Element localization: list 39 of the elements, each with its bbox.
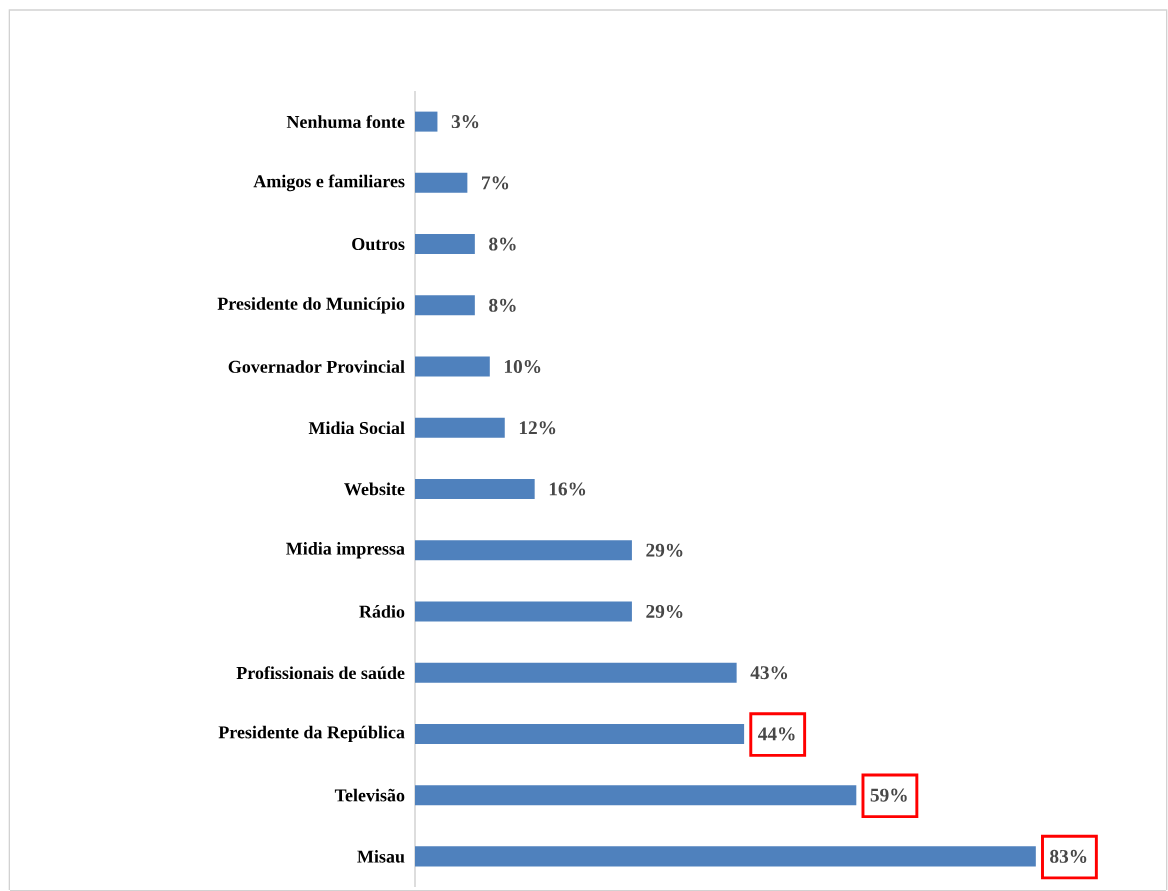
bar [415,417,505,438]
bar [415,601,632,622]
y-tick-label: Profissionais de saúde [236,666,405,679]
y-tick-label: Midia impressa [286,541,405,559]
data-label: 7% [482,176,509,190]
y-tick-label: Midia Social [308,421,405,434]
bar [415,356,490,377]
bar [415,723,745,744]
y-tick-label: Website [344,482,405,496]
bar [415,784,857,805]
bar [415,233,475,254]
data-label: 29% [646,604,683,618]
y-tick-label: Misau [357,849,405,863]
bar [415,540,632,561]
data-label: 16% [549,482,586,496]
data-label: 83% [1050,849,1087,863]
bar [415,295,475,316]
bar [415,172,468,193]
data-label: 12% [519,421,556,435]
bar [415,846,1036,867]
data-label: 8% [489,298,516,312]
y-tick-label: Amigos e familiares [253,174,405,192]
data-label: 3% [451,114,479,129]
data-label: 10% [504,359,541,373]
data-label: 29% [646,543,683,557]
bar [415,111,438,132]
y-tick-label: Outros [352,237,405,250]
data-label: 59% [870,788,907,802]
data-label: 8% [489,237,516,251]
y-tick-label: Televisão [334,788,405,802]
bar [415,662,737,683]
y-tick-label: Nenhuma fonte [286,115,405,128]
y-tick-label: Rádio [359,604,405,618]
y-tick-label: Governador Provincial [228,360,405,373]
data-label: 44% [757,727,795,741]
y-tick-label: Presidente da República [218,725,405,742]
y-tick-label: Presidente do Município [217,296,405,314]
data-label: 43% [750,665,788,680]
bar [415,478,535,499]
